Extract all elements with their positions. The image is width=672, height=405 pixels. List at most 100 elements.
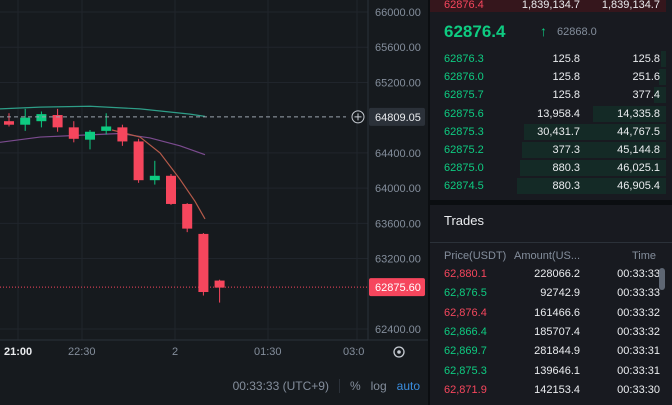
trade-amount: 228066.2 xyxy=(534,268,580,280)
bid-price: 62876.3 xyxy=(444,53,484,65)
bid-total: 46,025.1 xyxy=(617,162,660,175)
ask-row[interactable]: 62876.4 1,839,134.7 1,839,134.7 xyxy=(430,0,666,12)
price-tick-label: 63600.00 xyxy=(375,218,421,230)
bid-row[interactable]: 62875.0 880.3 46,025.1 xyxy=(430,159,666,177)
bid-price: 62875.7 xyxy=(444,89,484,102)
moving-average-line xyxy=(0,105,206,117)
order-book: 62876.4 1,839,134.7 1,839,134.7 62876.4 … xyxy=(430,0,672,200)
crosshair-price-box xyxy=(369,107,425,126)
candle-body xyxy=(149,175,160,181)
candle-body xyxy=(101,126,112,131)
time-tick-label: 01:30 xyxy=(254,346,282,358)
trade-time: 00:33:32 xyxy=(617,306,660,319)
bid-row[interactable]: 62876.3 125.8 125.8 xyxy=(430,50,666,68)
trade-time: 00:33:33 xyxy=(617,287,660,300)
trade-amount: 185707.4 xyxy=(534,325,580,338)
clock-readout: 00:33:33 (UTC+9) xyxy=(232,378,329,393)
depth-bar xyxy=(592,105,666,122)
header-time: Time xyxy=(631,250,656,262)
price-tick-label: 66000.00 xyxy=(375,7,421,19)
price-tick-label: 65200.00 xyxy=(375,77,421,89)
price-tick-label: 65600.00 xyxy=(375,42,421,54)
bid-amount: 880.3 xyxy=(552,162,580,175)
trade-amount: 92742.9 xyxy=(540,287,580,300)
trade-row: 62,875.3 139646.1 00:33:31 xyxy=(430,362,666,381)
candle-body xyxy=(20,117,31,125)
trade-time: 00:33:33 xyxy=(617,268,660,280)
candle-body xyxy=(182,203,193,229)
crosshair-price-label: 64809.05 xyxy=(375,112,421,124)
trade-amount: 142153.4 xyxy=(534,383,580,396)
trades-scrollbar[interactable] xyxy=(659,268,665,290)
trade-time: 00:33:31 xyxy=(617,364,660,377)
depth-bar xyxy=(658,69,666,86)
bid-price: 62875.2 xyxy=(444,144,484,156)
trade-row: 62,876.5 92742.9 00:33:33 xyxy=(430,284,666,303)
auto-scale-toggle[interactable]: auto xyxy=(396,378,420,393)
candle-body xyxy=(214,280,225,288)
trades-panel: Trades Price(USDT) Amount(US... Time 62,… xyxy=(430,205,672,405)
trade-price: 62,875.3 xyxy=(444,364,487,377)
chart-panel[interactable]: 66000.00 65600.00 65200.00 64400.00 64000.00… xyxy=(0,0,428,405)
bid-total: 125.8 xyxy=(632,53,660,65)
trade-time: 00:33:31 xyxy=(617,345,660,358)
trade-time: 00:33:30 xyxy=(617,383,660,396)
candle-body xyxy=(133,141,144,181)
trade-amount: 139646.1 xyxy=(534,364,580,377)
bid-row[interactable]: 62875.6 13,958.4 14,335.8 xyxy=(430,105,666,123)
header-amount: Amount(US... xyxy=(514,250,581,262)
divider xyxy=(338,378,340,393)
depth-bar xyxy=(519,160,666,177)
bid-total: 14,335.8 xyxy=(617,107,660,120)
price-tick-label: 63200.00 xyxy=(375,254,421,266)
trade-amount: 281844.9 xyxy=(534,345,580,358)
bid-total: 44,767.5 xyxy=(617,125,660,138)
bid-amount: 125.8 xyxy=(552,89,580,102)
trade-row: 62,880.1 228066.2 00:33:33 xyxy=(430,265,666,284)
bid-row[interactable]: 62874.5 880.3 46,905.4 xyxy=(430,177,666,195)
bid-amount: 377.3 xyxy=(552,144,580,156)
trade-price: 62,876.5 xyxy=(444,287,487,300)
candle-body xyxy=(166,175,176,204)
price-chart[interactable]: 66000.00 65600.00 65200.00 64400.00 64000.00… xyxy=(0,0,428,366)
time-tick-label: 22:30 xyxy=(68,346,96,358)
trade-row: 62,871.9 142153.4 00:33:30 xyxy=(430,381,666,400)
trade-row: 62,876.4 161466.6 00:33:32 xyxy=(430,304,666,323)
trade-amount: 161466.6 xyxy=(534,306,580,319)
bid-row[interactable]: 62876.0 125.8 251.6 xyxy=(430,68,666,86)
bid-amount: 30,431.7 xyxy=(537,125,580,138)
bid-total: 251.6 xyxy=(632,71,660,84)
current-price-label: 62875.60 xyxy=(375,282,421,294)
percent-scale-toggle[interactable]: % xyxy=(349,378,361,393)
bid-price: 62875.0 xyxy=(444,162,484,175)
depth-bar xyxy=(522,142,666,158)
trade-price: 62,866.4 xyxy=(444,325,487,338)
bid-row[interactable]: 62875.7 125.8 377.4 xyxy=(430,86,666,104)
depth-bar xyxy=(661,51,666,67)
bid-row[interactable]: 62875.2 377.3 45,144.8 xyxy=(430,141,666,159)
mark-price[interactable]: 62868.0 xyxy=(557,26,597,38)
trade-row: 62,866.4 185707.4 00:33:32 xyxy=(430,323,666,342)
bid-row[interactable]: 62875.3 30,431.7 44,767.5 xyxy=(430,123,666,141)
candle-body xyxy=(198,233,209,293)
price-tick-label: 64400.00 xyxy=(375,148,421,160)
depth-bar xyxy=(517,178,666,195)
trade-price: 62,871.9 xyxy=(444,383,487,396)
plus-circle-icon[interactable] xyxy=(351,110,365,124)
bid-price: 62876.0 xyxy=(444,71,484,84)
candle-body xyxy=(36,114,47,122)
section-gap xyxy=(430,200,672,205)
bid-price: 62874.5 xyxy=(444,180,484,193)
bid-total: 45,144.8 xyxy=(617,144,660,156)
depth-bar xyxy=(654,87,666,104)
moving-average-line xyxy=(111,129,206,220)
time-tick-label: 03:0 xyxy=(343,346,364,358)
arrow-up-icon: ↑ xyxy=(540,23,547,39)
depth-bar xyxy=(524,123,666,140)
candle-body xyxy=(117,127,128,142)
log-scale-toggle[interactable]: log xyxy=(370,378,387,393)
panel-divider xyxy=(428,0,430,405)
gear-icon[interactable] xyxy=(393,346,405,358)
price-tick-label: 62400.00 xyxy=(375,324,421,336)
trade-row: 62,869.7 281844.9 00:33:31 xyxy=(430,342,666,361)
